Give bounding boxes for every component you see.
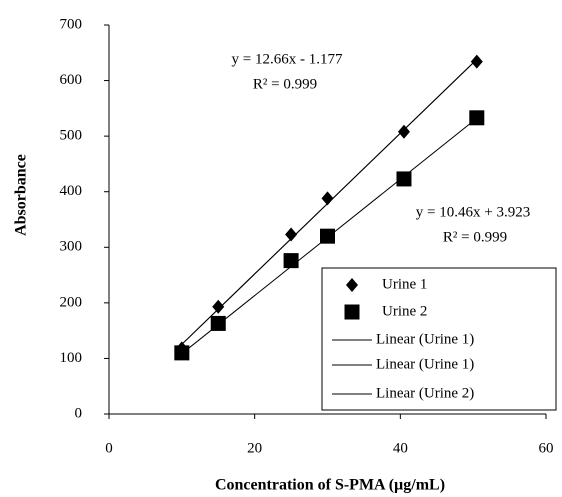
fit-annotation: y = 10.46x + 3.923 (416, 204, 530, 220)
fit-annotation: R² = 0.999 (253, 76, 317, 92)
data-point (469, 110, 485, 126)
x-tick-label: 20 (247, 440, 262, 456)
y-tick-label: 600 (60, 72, 83, 88)
legend-box (321, 267, 557, 411)
data-point (397, 124, 410, 139)
data-point (470, 54, 483, 69)
data-point (321, 191, 334, 206)
data-point (320, 228, 335, 244)
x-tick-label: 60 (539, 440, 554, 456)
y-tick-label: 500 (60, 128, 83, 144)
legend-label: Linear (Urine 1) (376, 356, 474, 372)
legend-marker (346, 278, 358, 292)
legend-label: Urine 2 (382, 303, 427, 319)
x-tick-label: 40 (393, 440, 408, 456)
fit-annotation: y = 12.66x - 1.177 (232, 51, 343, 67)
data-point (285, 227, 298, 242)
y-tick-label: 300 (60, 239, 83, 255)
y-tick-label: 100 (60, 350, 83, 366)
y-axis-title: Absorbance (13, 154, 30, 236)
x-axis-title: Concentration of S-PMA (µg/mL) (215, 477, 445, 494)
x-tick-label: 0 (105, 440, 113, 456)
y-tick-label: 0 (75, 405, 83, 421)
legend-label: Urine 1 (382, 276, 427, 292)
data-point (283, 253, 299, 269)
y-tick-label: 200 (60, 294, 83, 310)
fit-annotation: R² = 0.999 (443, 229, 507, 245)
data-point (396, 171, 412, 187)
legend-label: Linear (Urine 1) (376, 331, 474, 347)
legend-label: Linear (Urine 2) (376, 385, 474, 401)
y-tick-label: 400 (60, 183, 83, 199)
data-point (210, 315, 226, 331)
data-point (174, 345, 190, 361)
y-tick-label: 700 (60, 16, 83, 32)
data-point (212, 299, 225, 314)
legend-marker (344, 304, 360, 320)
